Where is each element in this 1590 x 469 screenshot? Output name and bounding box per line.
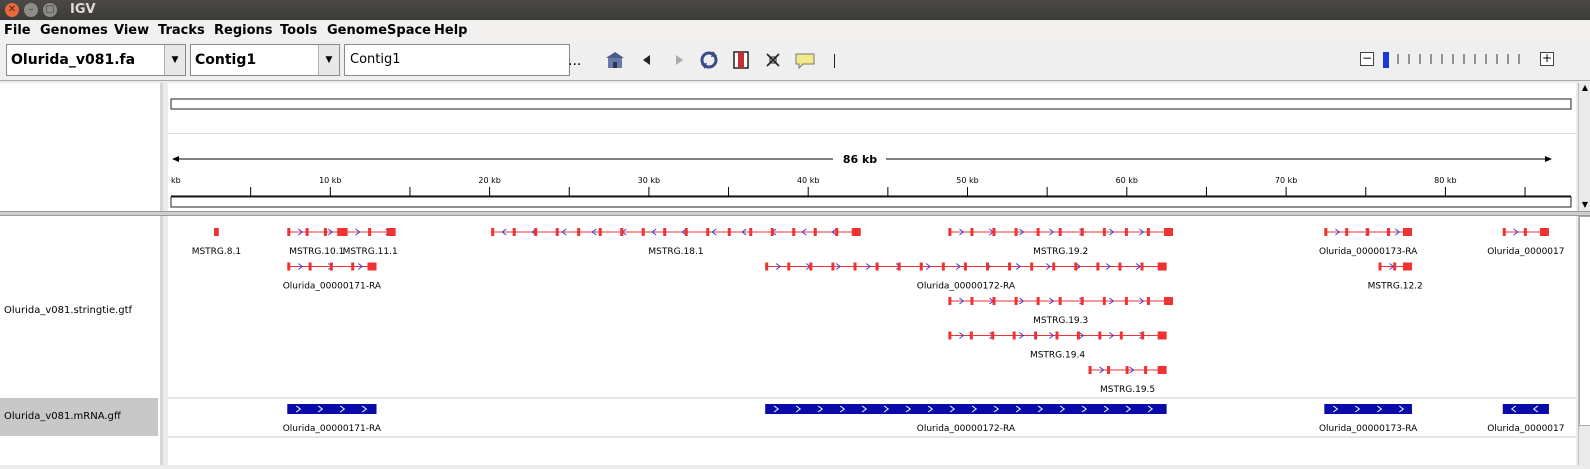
chevron-down-icon[interactable]: ▼ (164, 45, 185, 75)
popup-text-icon[interactable] (794, 49, 816, 71)
feature-label: Olurida_0000017 (1487, 247, 1564, 257)
zoom-out-button[interactable]: − (1360, 51, 1374, 66)
feature[interactable]: Olurida_00000171-RA (283, 404, 382, 434)
locus-field[interactable] (344, 44, 570, 76)
ruler-ticks: 10 kb 20 kb 30 kb 40 kb 50 kb 60 kb 70 kb 80 kb (250, 176, 1526, 196)
toolbar: Olurida_v081.fa ▼ Contig1 ▼ ... − + (0, 41, 1590, 81)
close-window-button[interactable]: ✕ (5, 3, 19, 17)
home-icon[interactable] (604, 49, 626, 71)
feature-label: Olurida_0000017 (1487, 424, 1564, 434)
scroll-thumb[interactable] (1579, 216, 1590, 426)
feature[interactable]: MSTRG.19.3 (948, 297, 1173, 326)
feature[interactable]: MSTRG.19.4 (948, 331, 1167, 361)
ruler-left-label: kb (171, 176, 181, 185)
ruler-tick-label: 50 kb (956, 176, 978, 185)
resize-to-window-icon[interactable] (762, 49, 784, 71)
menu-help[interactable]: Help (434, 23, 468, 38)
mrna-track[interactable]: Olurida_00000171-RA Olurida_00000172-RA Ol… (283, 404, 1565, 434)
minimize-window-button[interactable]: – (24, 3, 38, 17)
chromosome-dropdown[interactable]: Contig1 ▼ (190, 44, 340, 76)
ruler-tick-label: 20 kb (478, 176, 500, 185)
feature-label: MSTRG.19.2 (1033, 247, 1088, 257)
genome-dropdown-value: Olurida_v081.fa (11, 52, 136, 68)
feature-label: MSTRG.11.1 (343, 247, 398, 257)
feature[interactable]: MSTRG.10.1 (287, 228, 347, 257)
feature[interactable]: Olurida_0000017 (1487, 404, 1565, 434)
chromosome-dropdown-value: Contig1 (195, 52, 257, 68)
forward-arrow-icon[interactable] (668, 49, 690, 71)
feature-label: MSTRG.19.4 (1030, 351, 1085, 361)
menu-bar: File Genomes View Tracks Regions Tools G… (0, 21, 1590, 41)
track-name-stringtie[interactable]: Olurida_v081.stringtie.gtf (4, 305, 133, 316)
locus-input[interactable] (348, 51, 562, 68)
menu-regions[interactable]: Regions (214, 23, 273, 38)
feature-label: Olurida_00000171-RA (283, 282, 382, 292)
feature[interactable]: Olurida_00000171-RA (283, 262, 382, 292)
feature[interactable]: MSTRG.19.2 (948, 228, 1173, 257)
feature[interactable]: Olurida_00000173-RA (1319, 228, 1418, 257)
panel-divider[interactable] (160, 83, 163, 211)
ruler-tick-label: 10 kb (319, 176, 341, 185)
chromosome-ideogram[interactable] (170, 98, 1572, 110)
feature[interactable]: Olurida_00000172-RA (765, 404, 1167, 434)
track-name-panel: Olurida_v081.stringtie.gtf Olurida_v081.… (0, 216, 160, 465)
zoom-slider-ticks[interactable] (1392, 54, 1532, 66)
title-bar: ✕ – ▢ IGV (0, 0, 1590, 20)
feature-label: MSTRG.18.1 (648, 247, 703, 257)
feature-label: MSTRG.10.1 (289, 247, 344, 257)
ruler-tick-label: 70 kb (1275, 176, 1297, 185)
panel-divider[interactable] (160, 216, 163, 465)
feature-label: MSTRG.12.2 (1368, 282, 1423, 292)
feature[interactable]: Olurida_00000172-RA (765, 262, 1167, 292)
menu-genomes[interactable]: Genomes (40, 23, 108, 38)
feature-label: MSTRG.19.5 (1100, 385, 1155, 395)
menu-tools[interactable]: Tools (280, 23, 318, 38)
ruler-panel: 86 kb kb 10 kb 20 kb 30 kb 40 kb 50 kb 60 kb 7… (168, 83, 1576, 211)
feature[interactable]: MSTRG.19.5 (1088, 366, 1167, 395)
ruler-toggle-icon[interactable] (834, 54, 835, 68)
panel-separator[interactable] (0, 211, 1590, 216)
feature-label: MSTRG.8.1 (192, 247, 241, 257)
feature[interactable]: MSTRG.12.2 (1368, 262, 1423, 292)
feature[interactable]: MSTRG.11.1 (343, 228, 398, 257)
feature[interactable]: MSTRG.8.1 (192, 228, 241, 257)
ruler-scrollbar[interactable]: ▲ ▼ (1578, 83, 1590, 211)
span-label: 86 kb (843, 153, 877, 166)
feature-label: Olurida_00000173-RA (1319, 247, 1418, 257)
ruler-name-panel (0, 83, 160, 211)
ruler-tick-label: 30 kb (638, 176, 660, 185)
zoom-in-button[interactable]: + (1540, 51, 1554, 66)
feature-label: Olurida_00000171-RA (283, 424, 382, 434)
menu-file[interactable]: File (4, 23, 31, 38)
feature[interactable]: Olurida_00000173-RA (1319, 404, 1418, 434)
refresh-icon[interactable] (698, 49, 720, 71)
region-of-interest-icon[interactable] (730, 49, 752, 71)
menu-tracks[interactable]: Tracks (158, 23, 205, 38)
menu-genomespace[interactable]: GenomeSpace (327, 23, 431, 38)
ellipsis-button[interactable]: ... (568, 53, 582, 69)
chevron-down-icon[interactable]: ▼ (318, 45, 339, 75)
genome-dropdown[interactable]: Olurida_v081.fa ▼ (6, 44, 186, 76)
zoom-level-indicator[interactable] (1383, 52, 1389, 68)
feature-label: Olurida_00000172-RA (917, 424, 1016, 434)
ruler-tick-label: 40 kb (797, 176, 819, 185)
feature-label: Olurida_00000172-RA (917, 282, 1016, 292)
feature-label: Olurida_00000173-RA (1319, 424, 1418, 434)
feature-panel: MSTRG.8.1 MSTRG.10.1 MSTRG.11.1 MSTRG.18.1 M… (168, 216, 1576, 465)
span-indicator: 86 kb (172, 153, 1552, 166)
back-arrow-icon[interactable] (636, 49, 658, 71)
window-title: IGV (70, 2, 96, 17)
ruler-tick-label: 80 kb (1434, 176, 1456, 185)
feature-scrollbar[interactable] (1578, 216, 1590, 465)
scroll-down-icon[interactable]: ▼ (1581, 200, 1589, 209)
scroll-up-icon[interactable]: ▲ (1581, 83, 1589, 92)
track-name-mrna[interactable]: Olurida_v081.mRNA.gff (0, 398, 158, 436)
feature-label: MSTRG.19.3 (1033, 316, 1088, 326)
feature[interactable]: MSTRG.18.1 (491, 228, 861, 257)
menu-view[interactable]: View (114, 23, 150, 38)
maximize-window-button[interactable]: ▢ (43, 3, 57, 17)
ruler-tick-label: 60 kb (1116, 176, 1138, 185)
feature[interactable]: Olurida_0000017 (1487, 228, 1565, 257)
